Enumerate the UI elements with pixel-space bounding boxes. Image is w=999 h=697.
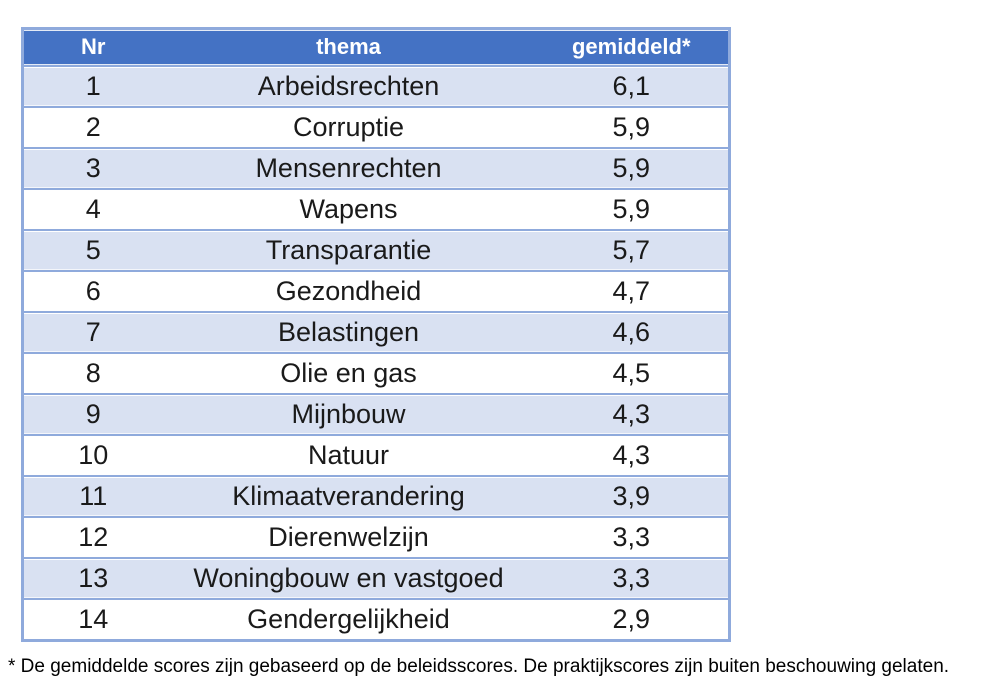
table-body: 1 Arbeidsrechten 6,1 2 Corruptie 5,9 3 Mensenre… bbox=[22, 64, 730, 640]
cell-gemiddeld: 5,9 bbox=[534, 187, 730, 230]
cell-thema: Gendergelijkheid bbox=[162, 597, 535, 640]
cell-nr: 9 bbox=[22, 392, 163, 435]
footnote: * De gemiddelde scores zijn gebaseerd op… bbox=[8, 656, 950, 677]
cell-gemiddeld: 4,3 bbox=[534, 392, 730, 435]
cell-gemiddeld: 4,5 bbox=[534, 351, 730, 394]
cell-thema: Natuur bbox=[162, 433, 535, 476]
table-row: 7 Belastingen 4,6 bbox=[22, 310, 730, 353]
cell-thema: Corruptie bbox=[162, 105, 535, 148]
cell-nr: 12 bbox=[22, 515, 163, 558]
header-row: Nr thema gemiddeld* bbox=[22, 28, 730, 66]
cell-gemiddeld: 5,9 bbox=[534, 105, 730, 148]
table-row: 3 Mensenrechten 5,9 bbox=[22, 146, 730, 189]
cell-thema: Klimaatverandering bbox=[162, 474, 535, 517]
cell-gemiddeld: 3,3 bbox=[534, 556, 730, 599]
cell-nr: 5 bbox=[22, 228, 163, 271]
cell-thema: Gezondheid bbox=[162, 269, 535, 312]
table-row: 13 Woningbouw en vastgoed 3,3 bbox=[22, 556, 730, 599]
scores-table: Nr thema gemiddeld* 1 Arbeidsrechten 6,1 2 C… bbox=[21, 27, 731, 642]
cell-nr: 6 bbox=[22, 269, 163, 312]
cell-gemiddeld: 3,3 bbox=[534, 515, 730, 558]
cell-thema: Transparantie bbox=[162, 228, 535, 271]
cell-nr: 2 bbox=[22, 105, 163, 148]
table-row: 1 Arbeidsrechten 6,1 bbox=[22, 64, 730, 107]
cell-thema: Mensenrechten bbox=[162, 146, 535, 189]
cell-gemiddeld: 2,9 bbox=[534, 597, 730, 640]
cell-nr: 1 bbox=[22, 64, 163, 107]
table-row: 14 Gendergelijkheid 2,9 bbox=[22, 597, 730, 640]
cell-thema: Woningbouw en vastgoed bbox=[162, 556, 535, 599]
cell-nr: 7 bbox=[22, 310, 163, 353]
table-row: 9 Mijnbouw 4,3 bbox=[22, 392, 730, 435]
cell-nr: 13 bbox=[22, 556, 163, 599]
cell-gemiddeld: 4,3 bbox=[534, 433, 730, 476]
cell-gemiddeld: 5,7 bbox=[534, 228, 730, 271]
cell-thema: Mijnbouw bbox=[162, 392, 535, 435]
cell-nr: 10 bbox=[22, 433, 163, 476]
table-row: 12 Dierenwelzijn 3,3 bbox=[22, 515, 730, 558]
header-cell-gemiddeld: gemiddeld* bbox=[534, 28, 730, 66]
cell-thema: Olie en gas bbox=[162, 351, 535, 394]
cell-gemiddeld: 6,1 bbox=[534, 64, 730, 107]
cell-nr: 14 bbox=[22, 597, 163, 640]
cell-thema: Wapens bbox=[162, 187, 535, 230]
header-cell-thema: thema bbox=[162, 28, 535, 66]
cell-gemiddeld: 5,9 bbox=[534, 146, 730, 189]
table-row: 11 Klimaatverandering 3,9 bbox=[22, 474, 730, 517]
table-row: 6 Gezondheid 4,7 bbox=[22, 269, 730, 312]
cell-gemiddeld: 4,7 bbox=[534, 269, 730, 312]
cell-nr: 11 bbox=[22, 474, 163, 517]
cell-nr: 3 bbox=[22, 146, 163, 189]
cell-nr: 8 bbox=[22, 351, 163, 394]
table-row: 8 Olie en gas 4,5 bbox=[22, 351, 730, 394]
cell-gemiddeld: 3,9 bbox=[534, 474, 730, 517]
table-row: 10 Natuur 4,3 bbox=[22, 433, 730, 476]
cell-nr: 4 bbox=[22, 187, 163, 230]
cell-thema: Dierenwelzijn bbox=[162, 515, 535, 558]
table-row: 4 Wapens 5,9 bbox=[22, 187, 730, 230]
table-row: 2 Corruptie 5,9 bbox=[22, 105, 730, 148]
cell-thema: Belastingen bbox=[162, 310, 535, 353]
cell-gemiddeld: 4,6 bbox=[534, 310, 730, 353]
cell-thema: Arbeidsrechten bbox=[162, 64, 535, 107]
table-row: 5 Transparantie 5,7 bbox=[22, 228, 730, 271]
header-cell-nr: Nr bbox=[22, 28, 163, 66]
